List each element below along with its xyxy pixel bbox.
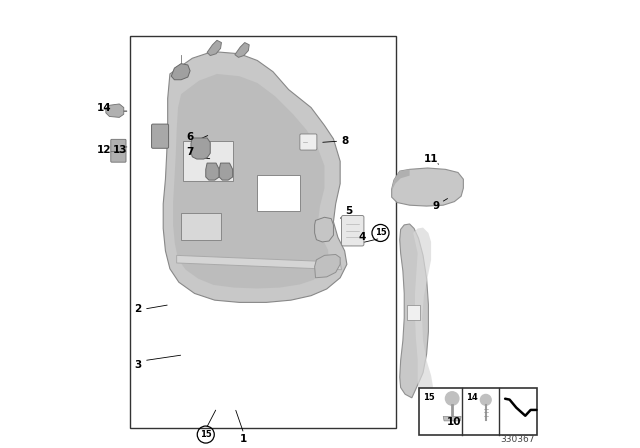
Circle shape xyxy=(445,392,459,405)
Polygon shape xyxy=(413,228,433,398)
Polygon shape xyxy=(220,163,233,180)
Circle shape xyxy=(481,395,491,405)
Text: 14: 14 xyxy=(466,393,478,402)
FancyBboxPatch shape xyxy=(152,124,168,148)
Polygon shape xyxy=(106,104,124,117)
Text: 15: 15 xyxy=(200,430,212,439)
Bar xyxy=(407,305,420,320)
Text: 3: 3 xyxy=(134,360,141,370)
Polygon shape xyxy=(400,224,428,398)
Text: 10: 10 xyxy=(447,417,461,427)
Bar xyxy=(181,213,221,240)
Bar xyxy=(130,36,396,428)
Text: 8: 8 xyxy=(341,136,348,146)
Text: 14: 14 xyxy=(97,103,111,112)
Polygon shape xyxy=(177,255,342,270)
Text: 15: 15 xyxy=(423,393,435,402)
Text: 11: 11 xyxy=(424,154,438,164)
Text: 9: 9 xyxy=(433,201,440,211)
FancyBboxPatch shape xyxy=(300,134,317,150)
Polygon shape xyxy=(428,402,448,421)
Polygon shape xyxy=(163,52,347,302)
FancyBboxPatch shape xyxy=(342,215,364,246)
Polygon shape xyxy=(207,40,221,56)
Bar xyxy=(257,175,300,211)
Text: 330367: 330367 xyxy=(500,435,534,444)
Polygon shape xyxy=(315,254,340,278)
Text: 1: 1 xyxy=(240,434,248,444)
Polygon shape xyxy=(431,392,443,405)
Polygon shape xyxy=(191,138,210,159)
FancyBboxPatch shape xyxy=(111,139,126,152)
Text: 5: 5 xyxy=(346,206,353,215)
Polygon shape xyxy=(206,163,220,180)
Polygon shape xyxy=(235,43,249,57)
Polygon shape xyxy=(392,169,410,189)
Polygon shape xyxy=(172,64,190,80)
Text: 6: 6 xyxy=(186,132,194,142)
FancyBboxPatch shape xyxy=(111,151,126,162)
Polygon shape xyxy=(315,217,333,242)
Polygon shape xyxy=(392,168,463,206)
Polygon shape xyxy=(443,417,461,421)
Bar xyxy=(419,388,538,435)
Text: 13: 13 xyxy=(113,145,127,155)
Polygon shape xyxy=(173,74,329,289)
Text: 4: 4 xyxy=(359,233,366,242)
Text: 7: 7 xyxy=(186,147,194,157)
Text: 12: 12 xyxy=(97,145,111,155)
Text: 15: 15 xyxy=(374,228,387,237)
Bar xyxy=(184,141,233,181)
Text: 2: 2 xyxy=(134,304,141,314)
